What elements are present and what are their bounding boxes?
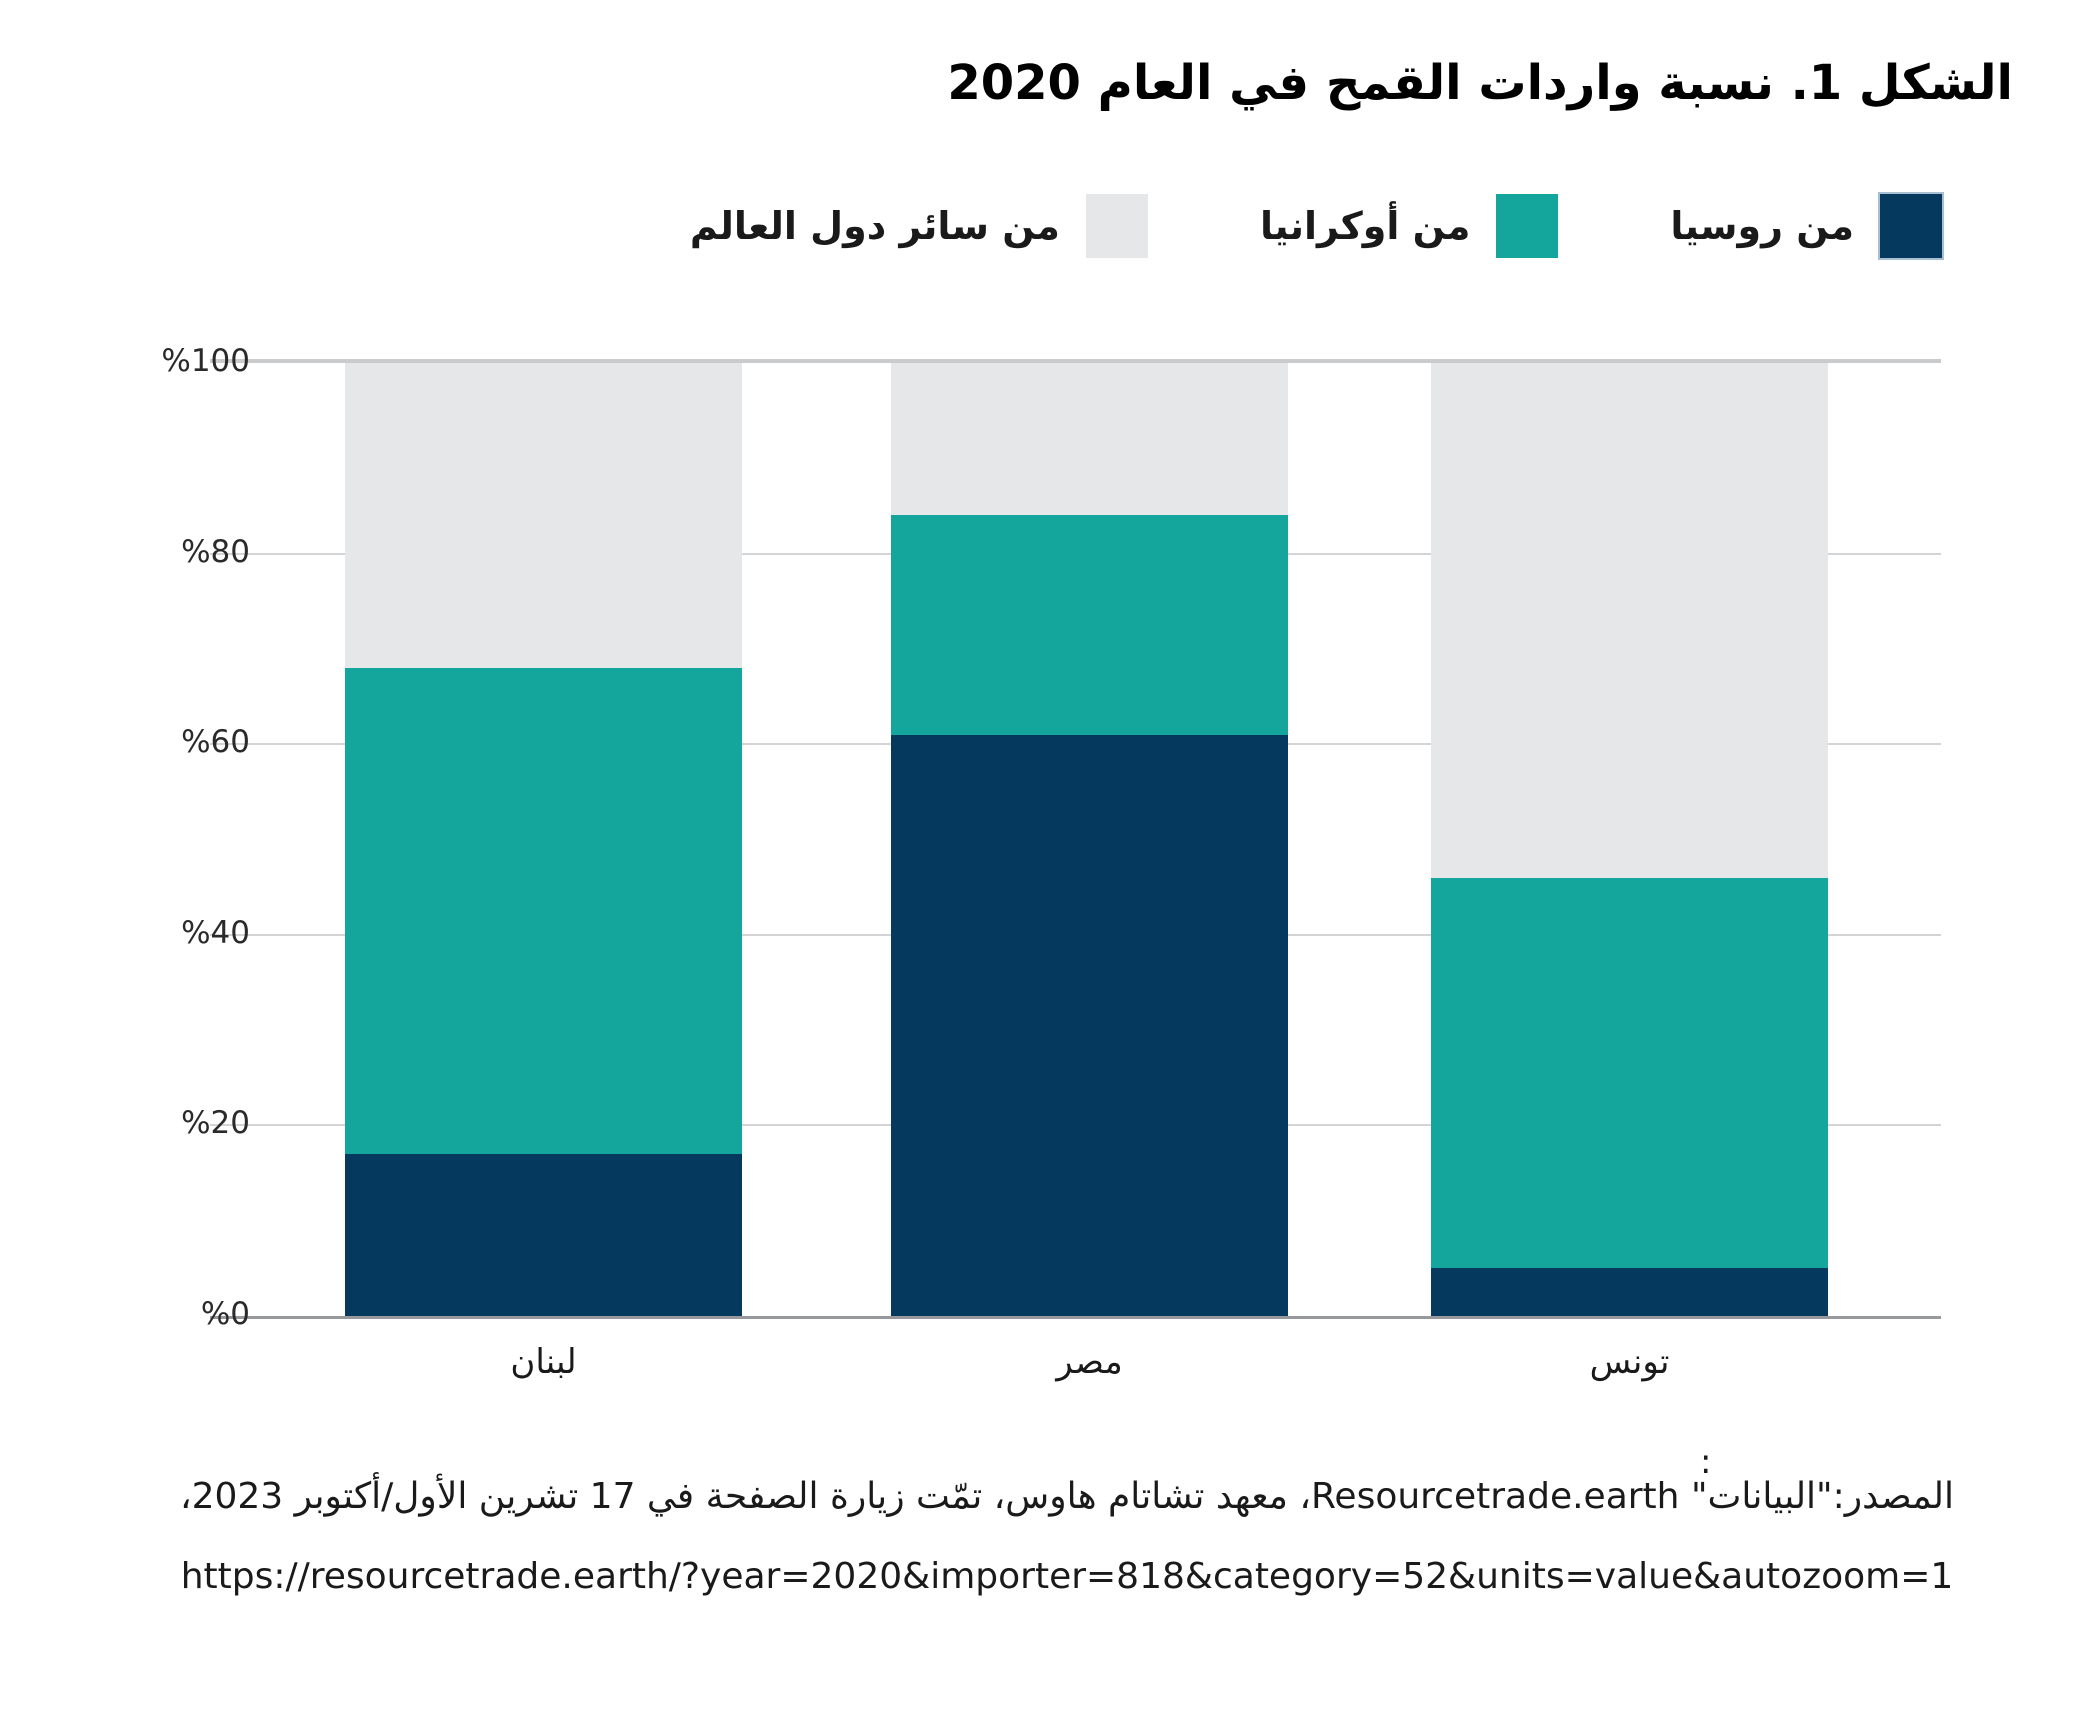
source-url: https://resourcetrade.earth/?year=2020&i… <box>180 1556 1954 1597</box>
y-tick-label-20: %20 <box>181 1105 250 1142</box>
legend-swatch-ukraine <box>1496 194 1559 258</box>
bar-1 <box>891 363 1288 1316</box>
legend-label-russia: من روسيا <box>1670 204 1854 248</box>
plot-area <box>210 359 1941 1319</box>
legend-label-ukraine: من أوكرانيا <box>1259 204 1471 248</box>
legend-swatch-world <box>1085 194 1148 258</box>
x-category-label-2: تونس <box>1589 1342 1670 1382</box>
y-tick-label-60: %60 <box>181 724 250 761</box>
bar-segment-world <box>1431 363 1828 878</box>
legend-label-world: من سائر دول العالم <box>689 204 1060 248</box>
x-category-label-1: مصر <box>1056 1342 1123 1382</box>
legend-item-russia: من روسيا <box>1670 194 1942 258</box>
bar-segment-russia <box>345 1154 742 1316</box>
legend-item-world: من سائر دول العالم <box>690 194 1148 258</box>
y-tick-label-40: %40 <box>181 914 250 951</box>
y-tick-label-0: %0 <box>200 1296 250 1332</box>
bar-segment-world <box>345 363 742 668</box>
bar-segment-russia <box>1431 1268 1828 1316</box>
legend-swatch-russia <box>1880 194 1942 258</box>
legend: من روسيا من أوكرانيا من سائر دول العالم <box>690 194 1942 258</box>
gridline-100 <box>210 359 1941 363</box>
bar-segment-ukraine <box>345 667 742 1154</box>
y-tick-label-80: %80 <box>181 533 250 570</box>
source-text: المصدر:"البيانات" Resourcetrade.earth، م… <box>179 1476 1955 1517</box>
bar-2 <box>1431 363 1828 1316</box>
figure-title: الشكل 1. نسبة واردات القمح في العام 2020 <box>947 55 2013 111</box>
source-colon: : <box>1700 1442 1712 1482</box>
bar-0 <box>345 363 742 1316</box>
bar-segment-world <box>891 363 1288 516</box>
bar-segment-ukraine <box>891 515 1288 735</box>
y-tick-label-100: %100 <box>161 343 250 379</box>
x-category-label-0: لبنان <box>510 1342 577 1382</box>
bar-segment-ukraine <box>1431 877 1828 1269</box>
legend-item-ukraine: من أوكرانيا <box>1259 194 1559 258</box>
gridline-0 <box>210 1316 1941 1319</box>
bar-segment-russia <box>891 734 1288 1316</box>
